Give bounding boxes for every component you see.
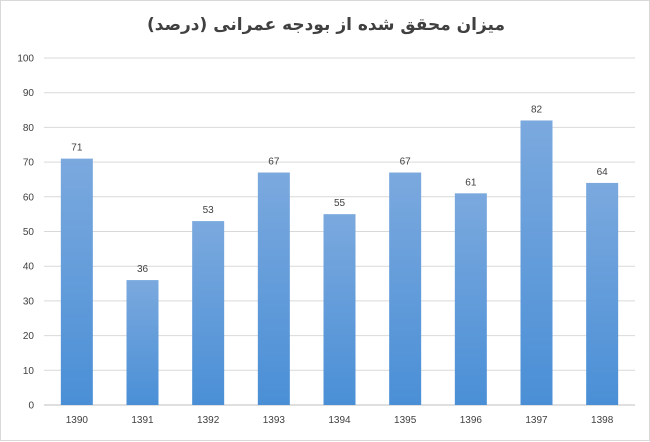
x-tick-label: 1397: [525, 415, 548, 426]
bar-1394: [323, 214, 356, 405]
y-tick-label: 0: [28, 401, 34, 412]
bar-1391: [126, 280, 159, 405]
bar-1392: [192, 221, 225, 405]
x-tick-label: 1393: [263, 415, 286, 426]
x-tick-label: 1391: [131, 415, 154, 426]
x-tick-label: 1390: [66, 415, 89, 426]
bar-1390: [60, 158, 93, 405]
bar-1395: [389, 172, 422, 405]
data-label-1395: 67: [400, 157, 412, 168]
y-axis-tick-labels: 0 10 20 30 40 50 60 70 80 90 100: [17, 54, 34, 412]
x-tick-label: 1398: [591, 415, 614, 426]
data-labels: 71 36 53 67 55 67 61 82 64: [71, 104, 608, 275]
y-tick-label: 90: [23, 88, 35, 99]
data-label-1396: 61: [465, 177, 477, 188]
bar-1393: [257, 172, 290, 405]
x-tick-label: 1396: [460, 415, 483, 426]
y-tick-label: 80: [23, 123, 35, 134]
data-label-1397: 82: [531, 104, 543, 115]
y-tick-label: 40: [23, 262, 35, 273]
y-tick-label: 30: [23, 296, 35, 307]
bar-1397: [520, 120, 553, 406]
bar-1396: [454, 193, 487, 405]
data-label-1391: 36: [137, 264, 149, 275]
x-tick-label: 1394: [328, 415, 351, 426]
data-label-1392: 53: [203, 205, 215, 216]
y-tick-label: 60: [23, 192, 35, 203]
bar-1398: [586, 182, 619, 405]
data-label-1393: 67: [268, 157, 280, 168]
bars: [60, 120, 619, 406]
data-label-1390: 71: [71, 143, 83, 154]
data-label-1394: 55: [334, 198, 346, 209]
x-tick-label: 1392: [197, 415, 220, 426]
y-tick-label: 50: [23, 227, 35, 238]
y-tick-label: 70: [23, 158, 35, 169]
chart-title: میزان محقق شده از بودجه عمرانی (درصد): [146, 15, 506, 35]
y-tick-label: 10: [23, 366, 35, 377]
data-label-1398: 64: [597, 167, 609, 178]
x-axis-tick-labels: 1390 1391 1392 1393 1394 1395 1396 1397 1398: [66, 415, 614, 426]
y-tick-label: 20: [23, 331, 35, 342]
x-tick-label: 1395: [394, 415, 417, 426]
y-tick-label: 100: [17, 54, 34, 65]
